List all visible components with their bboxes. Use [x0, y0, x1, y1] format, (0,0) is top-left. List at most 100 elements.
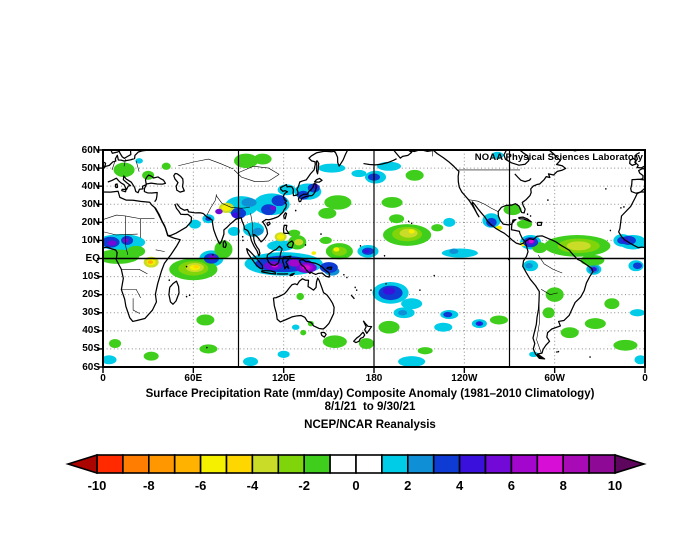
anomaly-region — [378, 320, 400, 334]
island-dot — [355, 289, 358, 292]
anomaly-region — [233, 153, 259, 169]
colorbar-tick-label: 10 — [608, 478, 622, 493]
colorbar-over-arrow — [614, 453, 647, 475]
y-axis-tick-label: 60S — [82, 361, 100, 373]
island-dot — [433, 274, 435, 277]
anomaly-region — [319, 236, 332, 245]
colorbar-cell — [381, 454, 409, 474]
anomaly-region — [135, 158, 143, 164]
anomaly-region — [288, 229, 301, 237]
colorbar-cell — [432, 454, 461, 474]
coastline — [299, 260, 329, 277]
anomaly-region — [431, 224, 444, 232]
island-dot — [507, 258, 510, 261]
country-border — [103, 232, 138, 235]
colorbar-cell — [355, 454, 383, 474]
island-dot — [188, 294, 191, 297]
anomaly-region — [127, 245, 146, 257]
anomaly-region — [297, 190, 310, 200]
y-axis-tick-label: 60N — [81, 144, 100, 156]
anomaly-region — [243, 357, 259, 367]
anomaly-region — [542, 307, 555, 319]
island-dot — [320, 233, 322, 235]
coastline — [115, 184, 117, 188]
anomaly-region — [529, 351, 539, 358]
colorbar-tick-label: 2 — [404, 478, 411, 493]
x-axis-tick-label: 60W — [544, 373, 565, 384]
anomaly-region — [291, 324, 300, 330]
country-border — [207, 194, 217, 215]
anomaly-region — [443, 217, 456, 227]
anomaly-region — [271, 195, 287, 207]
x-axis-tick-label: 180 — [365, 373, 383, 384]
island-dot — [212, 253, 214, 256]
coastline — [177, 204, 204, 214]
y-axis-tick-label: 30N — [81, 198, 100, 210]
coastline — [394, 150, 420, 158]
anomaly-region — [277, 350, 290, 358]
chart-dataset-label: NCEP/NCAR Reanalysis — [304, 419, 436, 431]
anomaly-region — [231, 212, 240, 218]
coastline — [111, 150, 131, 158]
chart-period: 8/1/21 to 9/30/21 — [324, 401, 416, 413]
anomaly-region — [288, 259, 301, 267]
anomaly-region — [358, 338, 374, 349]
anomaly-region — [408, 229, 415, 234]
island-dot — [410, 222, 413, 225]
coastline — [316, 160, 318, 173]
anomaly-region — [545, 287, 564, 302]
anomaly-region — [503, 204, 522, 216]
y-axis-tick-label: 30S — [82, 307, 100, 319]
coastline — [498, 150, 565, 242]
anomaly-region — [322, 335, 347, 349]
y-axis-tick-label: 20N — [81, 216, 100, 228]
coastline — [103, 150, 148, 169]
coastline — [169, 281, 179, 304]
anomaly-region — [401, 298, 423, 310]
y-axis-tick-label: 20S — [82, 289, 100, 301]
anomaly-region — [417, 347, 433, 355]
colorbar-tick-label: 0 — [352, 478, 359, 493]
coastline — [518, 217, 531, 222]
coastline — [635, 153, 645, 168]
coastline — [289, 273, 294, 275]
island-dot — [346, 276, 348, 279]
colorbar-cell — [510, 454, 539, 474]
island-dot — [385, 282, 387, 285]
x-axis-tick-label: 120E — [271, 373, 296, 384]
colorbar-cell — [588, 454, 616, 474]
colorbar-tick-label: 6 — [508, 478, 515, 493]
coastline — [267, 246, 282, 265]
coastline — [283, 256, 291, 269]
colorbar-cell — [96, 454, 124, 474]
country-border — [112, 161, 115, 170]
coastline — [537, 222, 542, 225]
colorbar-tick-label: 8 — [560, 478, 567, 493]
coastline — [515, 174, 531, 182]
anomaly-region — [253, 153, 272, 165]
anomaly-region — [199, 344, 218, 354]
colorbar-cell — [199, 454, 228, 474]
anomaly-region — [528, 239, 534, 244]
anomaly-region — [634, 355, 645, 365]
anomaly-region — [215, 208, 223, 215]
anomaly-region — [300, 329, 307, 336]
coastline — [103, 162, 106, 167]
coastline — [246, 248, 262, 269]
anomaly-region — [517, 219, 533, 229]
island-dot — [529, 215, 532, 217]
anomaly-region — [489, 315, 508, 325]
anomaly-region — [580, 254, 605, 266]
island-dot — [589, 356, 591, 358]
anomaly-region — [109, 338, 122, 349]
noaa-psl-branding-label: NOAA Physical Sciences Laboratory — [474, 152, 643, 163]
anomaly-region — [383, 287, 396, 295]
anomaly-region — [363, 249, 370, 254]
anomaly-region — [193, 265, 200, 269]
island-dot — [620, 206, 622, 209]
colorbar-tick-label: 4 — [456, 478, 464, 493]
anomaly-region — [566, 241, 591, 251]
colorbar-cell — [484, 454, 513, 474]
country-border — [126, 216, 141, 238]
